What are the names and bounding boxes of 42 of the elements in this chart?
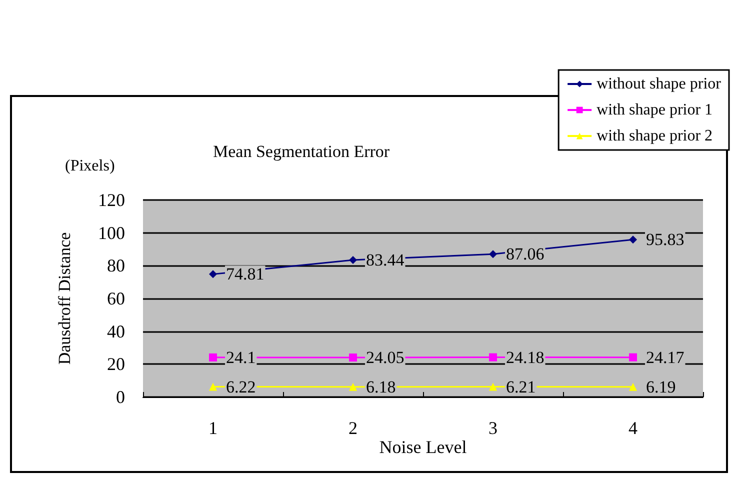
x-tick-label: 3 (488, 418, 498, 438)
data-label: 74.81 (226, 264, 264, 284)
legend-label: without shape prior (596, 76, 722, 92)
data-label: 24.1 (226, 348, 256, 367)
point (629, 236, 637, 244)
point (489, 353, 497, 362)
y-tick-label: 0 (116, 387, 125, 407)
y-tick-label: 20 (107, 354, 125, 374)
point (629, 382, 637, 391)
x-tick-label: 1 (208, 418, 218, 438)
point (209, 353, 217, 362)
y-tick-label: 100 (98, 222, 125, 243)
point (349, 382, 357, 391)
y-axis-title: Dausdroff Distance (55, 232, 74, 365)
x-tick-label: 2 (348, 418, 358, 438)
data-label: 83.44 (366, 250, 405, 270)
data-label: 6.19 (646, 377, 676, 396)
point (489, 382, 497, 391)
data-label: 6.22 (226, 377, 256, 396)
data-label: 87.06 (506, 244, 544, 264)
data-label: 6.21 (506, 377, 536, 396)
data-label: 95.83 (646, 230, 684, 250)
point (349, 354, 357, 362)
x-axis-title: Noise Level (379, 436, 467, 457)
point (209, 382, 217, 391)
point (629, 353, 637, 362)
y-tick-label: 40 (107, 321, 125, 342)
data-label: 6.18 (366, 377, 396, 396)
y-tick-label: 60 (107, 288, 125, 308)
text: (Pixels) (65, 158, 115, 174)
data-label: 24.18 (506, 348, 544, 367)
y-tick-label: 120 (98, 190, 125, 210)
point (209, 270, 217, 278)
chart-title: Mean Segmentation Error (213, 142, 390, 161)
point (349, 256, 357, 264)
data-label: 24.17 (646, 348, 685, 367)
point (489, 250, 497, 258)
y-tick-label: 80 (107, 256, 125, 276)
legend-label: with shape prior 2 (596, 128, 713, 144)
legend-label: with shape prior 1 (596, 102, 713, 118)
data-label: 24.05 (366, 348, 404, 368)
x-tick-label: 4 (628, 418, 638, 438)
